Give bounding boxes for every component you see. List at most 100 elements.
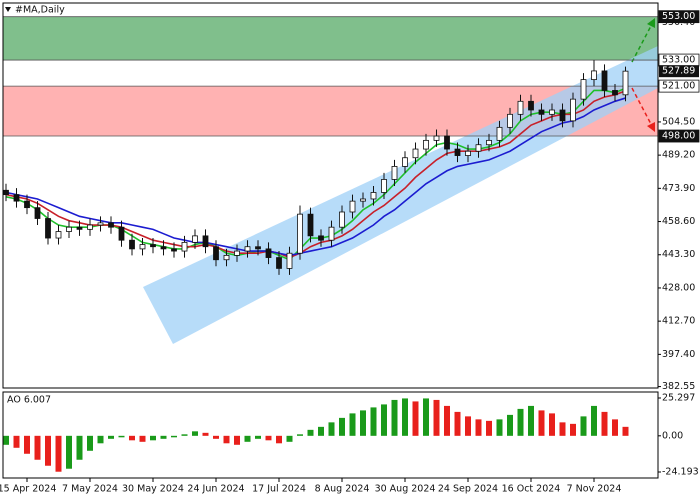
candle-body bbox=[370, 192, 377, 200]
panel-frame bbox=[2, 2, 659, 389]
candle-body bbox=[66, 226, 72, 232]
candle-body bbox=[139, 244, 146, 250]
candle-body bbox=[349, 200, 356, 213]
candle-body bbox=[570, 98, 576, 122]
x-tick-label: 17 Jul 2024 bbox=[252, 484, 306, 495]
candle-body bbox=[318, 235, 324, 241]
x-tick-label: 30 May 2024 bbox=[122, 484, 184, 495]
candle-body bbox=[475, 144, 482, 152]
candle-body bbox=[255, 246, 261, 250]
x-tick-label: 15 Apr 2024 bbox=[0, 484, 56, 495]
candle-body bbox=[45, 218, 51, 239]
y-tick-label: 25.297 bbox=[662, 392, 695, 403]
y-tick-label: 412.70 bbox=[662, 316, 695, 327]
ao-bar bbox=[622, 426, 629, 436]
candle-body bbox=[150, 244, 156, 248]
ao-bar bbox=[139, 435, 146, 442]
ao-bar bbox=[13, 435, 20, 448]
ao-bar bbox=[570, 423, 576, 436]
candle-body bbox=[328, 226, 335, 241]
candle-body bbox=[171, 248, 177, 252]
level-label: 498.00 bbox=[662, 131, 695, 142]
ao-bar bbox=[192, 431, 198, 436]
candle-body bbox=[118, 226, 125, 241]
ao-bar bbox=[381, 404, 387, 436]
y-tick-label: 473.90 bbox=[662, 183, 695, 194]
y-tick-label: 382.55 bbox=[662, 381, 695, 392]
candle-body bbox=[507, 113, 513, 128]
candle-body bbox=[213, 246, 219, 261]
candle-body bbox=[528, 100, 534, 111]
candle-body bbox=[454, 148, 461, 156]
candle-body bbox=[339, 211, 345, 228]
ao-bar bbox=[507, 414, 513, 436]
ao-bar bbox=[34, 435, 41, 460]
candle-body bbox=[391, 166, 398, 180]
ao-bar bbox=[402, 398, 408, 436]
panel-frame bbox=[2, 391, 659, 479]
ao-bar bbox=[297, 434, 303, 436]
ao-bar bbox=[265, 435, 272, 441]
candle-body bbox=[24, 200, 30, 209]
candle-body bbox=[244, 246, 251, 252]
ao-bar bbox=[244, 435, 251, 442]
candle-body bbox=[496, 126, 503, 141]
ao-bar bbox=[559, 422, 566, 436]
candle-body bbox=[612, 90, 618, 96]
candle-body bbox=[129, 239, 135, 250]
candle-body bbox=[360, 198, 366, 202]
candle-body bbox=[601, 70, 608, 91]
ao-bar bbox=[328, 422, 335, 436]
y-tick-label: 397.40 bbox=[662, 349, 695, 360]
ao-bar bbox=[486, 420, 492, 436]
candle-body bbox=[486, 139, 492, 146]
ao-bar bbox=[160, 435, 167, 439]
candle-body bbox=[559, 109, 566, 122]
x-tick-label: 7 Nov 2024 bbox=[567, 484, 622, 495]
candle-body bbox=[87, 224, 93, 230]
ao-bar bbox=[549, 413, 555, 436]
arrow-up-head bbox=[647, 18, 655, 28]
candle-body bbox=[13, 194, 20, 202]
zone bbox=[3, 16, 658, 61]
x-tick-label: 7 May 2024 bbox=[62, 484, 118, 495]
ao-bar bbox=[108, 435, 114, 439]
ao-bar bbox=[412, 401, 419, 436]
ao-bar bbox=[612, 419, 618, 436]
candle-body bbox=[234, 250, 240, 256]
ao-bar bbox=[339, 417, 345, 436]
ao-bar bbox=[307, 429, 314, 436]
candle-body bbox=[517, 100, 524, 115]
ao-bar bbox=[423, 398, 429, 436]
arrow-down-head bbox=[647, 122, 655, 132]
ao-bar bbox=[475, 419, 482, 436]
level-label: 521.00 bbox=[662, 81, 695, 92]
ao-bar bbox=[360, 410, 366, 436]
y-tick-label: 428.00 bbox=[662, 282, 695, 293]
ao-bar bbox=[276, 435, 282, 444]
ao-bar bbox=[234, 435, 240, 445]
arrow-down bbox=[631, 87, 653, 127]
candle-body bbox=[423, 139, 429, 150]
ao-bar bbox=[223, 435, 230, 444]
ao-bar bbox=[538, 410, 545, 436]
ao-bar bbox=[66, 435, 72, 469]
ao-bar bbox=[202, 432, 209, 436]
level-label: 553.00 bbox=[662, 11, 695, 22]
candle-body bbox=[202, 235, 209, 248]
y-tick-label: -24.193 bbox=[662, 467, 699, 478]
ao-bar bbox=[496, 419, 503, 436]
ao-bar bbox=[391, 399, 398, 436]
y-tick-label: 489.20 bbox=[662, 150, 695, 161]
y-tick-label: 504.50 bbox=[662, 116, 695, 127]
level-label: 533.00 bbox=[662, 55, 695, 66]
ao-bar bbox=[370, 407, 377, 436]
candle-body bbox=[622, 70, 629, 96]
candle-body bbox=[433, 135, 440, 141]
candle-body bbox=[192, 235, 198, 243]
chart-title: #MA,Daily bbox=[15, 5, 65, 16]
ao-bar bbox=[444, 405, 450, 436]
candle-body bbox=[381, 179, 387, 193]
ao-bar bbox=[601, 411, 608, 436]
candle-body bbox=[465, 150, 471, 156]
